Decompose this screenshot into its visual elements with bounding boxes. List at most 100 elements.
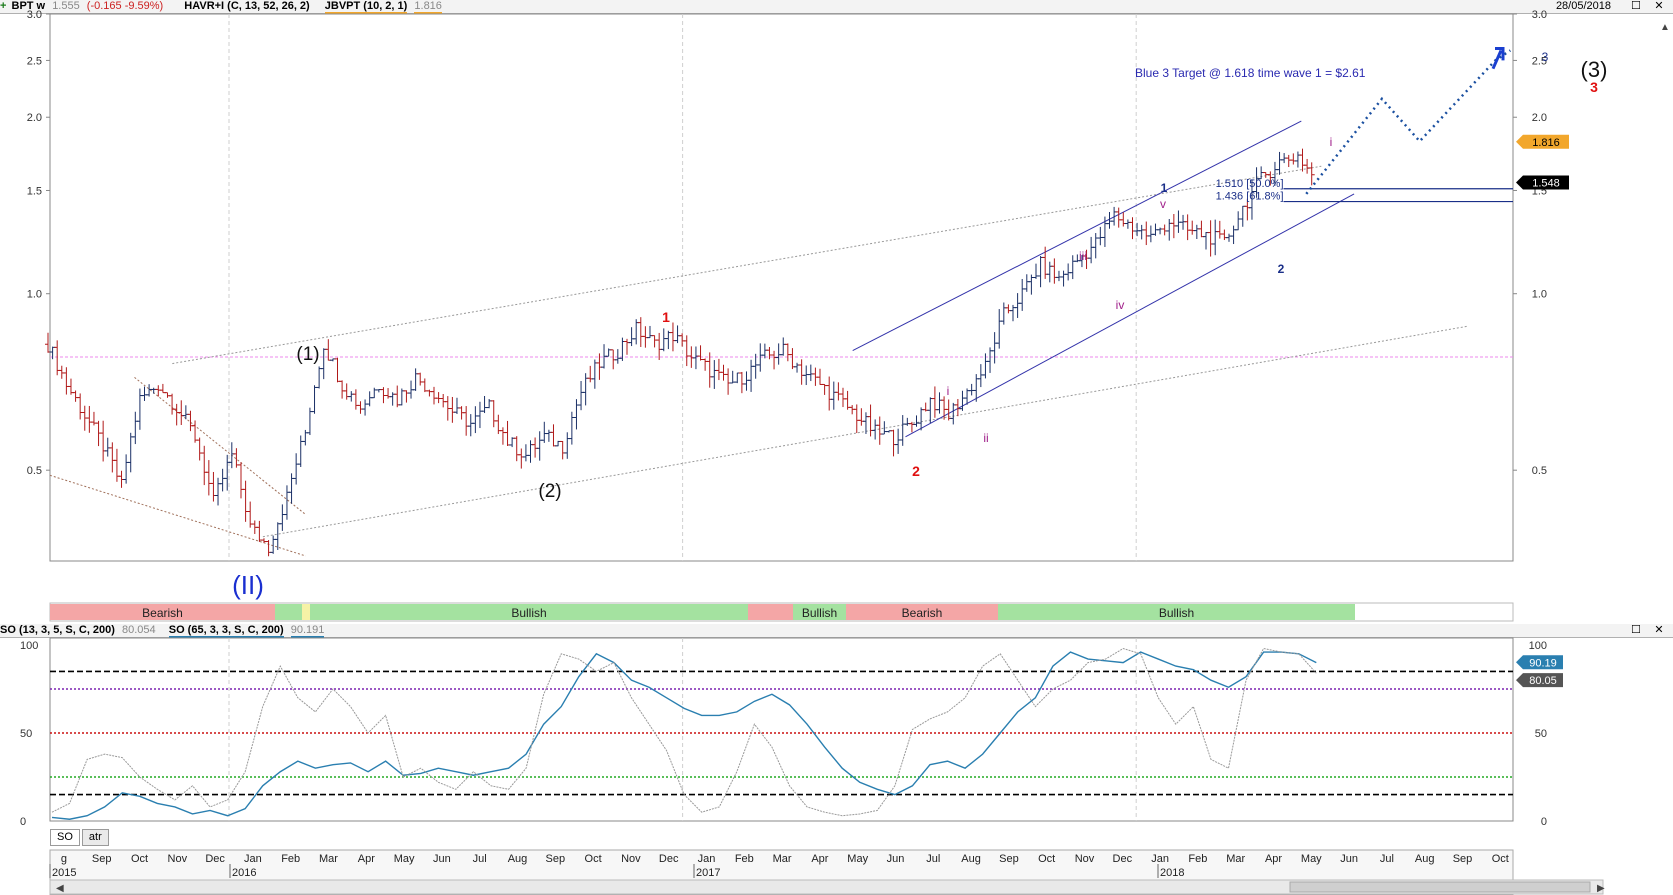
osc-y-tick-label-right: 100 [1529,640,1547,652]
month-tick-label: Jun [433,853,451,865]
target-arrow-head-icon [1495,46,1505,61]
annotation-label: 2 [912,463,920,479]
y-tick-label-left: 1.0 [27,289,42,301]
oscillator-panel: 0 0 50 50 100 100 90.19 80.05 [20,637,1563,828]
month-tick-label: Nov [168,853,188,865]
month-tick-label: Mar [773,853,792,865]
y-tick-label-right: 1.0 [1532,289,1547,301]
month-tick-label: Sep [92,853,112,865]
y-tick-label-right: 2.5 [1532,55,1547,67]
price-badge-shape [1516,175,1569,190]
sentiment-band-label: Bullish [511,606,546,620]
maximize-icon[interactable]: ☐ [1631,624,1641,636]
tab-atr[interactable]: atr [81,829,109,846]
month-tick-label: Aug [1415,853,1435,865]
ohlc-bar [1308,162,1315,186]
annotation-label: 1 [1161,181,1168,195]
sentiment-band-label: Bearish [902,606,943,620]
month-tick-label: Apr [1265,853,1282,865]
so2-value: 90.191 [290,624,325,638]
wedge-line-lower [49,474,306,557]
year-tick-label: 2018 [1160,867,1184,879]
month-tick-label: Feb [281,853,300,865]
sentiment-band-label: Bearish [142,606,183,620]
month-tick-label: Sep [546,853,566,865]
symbol-label[interactable]: BPT w [11,0,46,12]
header-date: 28/05/2018 [1555,0,1611,12]
month-tick-label: Apr [358,853,375,865]
so-line-so_slow [51,651,1317,820]
month-tick-label: Jul [473,853,487,865]
sentiment-band-label: Bullish [802,606,837,620]
annotation-label: iv [1116,298,1125,312]
time-axis: g Sep Oct Nov Dec Jan Feb Mar Apr May Jun Jul Aug Sep… [49,22,1670,895]
fib-level-label: 1.436 [61.8%] [1216,191,1284,203]
annotation-label: ii [983,431,988,445]
year-tick-label: 2017 [696,867,720,879]
annotation-label: i [947,384,950,398]
y-tick-label-right: 3.0 [1532,9,1547,21]
sentiment-band-label: Bullish [1159,606,1194,620]
annotation-label: (1) [296,344,319,365]
osc-value-badge-value: 80.05 [1529,675,1557,687]
scroll-left-icon: ◀ [56,883,64,894]
scroll-up-icon: ▲ [1660,22,1670,33]
annotation-label: iii [1079,249,1087,263]
annotation-label: 2 [1278,262,1285,276]
annotation-label: 3 [1542,50,1549,64]
sentiment-band-bullish [310,604,748,620]
so2-label[interactable]: SO (65, 3, 3, S, C, 200) [168,624,284,638]
sentiment-band-bearish [846,604,998,620]
month-tick-label: Jul [1380,853,1394,865]
indicator-havr[interactable]: HAVR+I (C, 13, 52, 26, 2) [184,0,310,12]
sentiment-band-bullish [275,604,302,620]
annotation-label: v [1160,197,1166,211]
month-tick-label: Jan [1151,853,1169,865]
osc-y-tick-label-right: 50 [1535,728,1547,740]
add-icon[interactable]: + [0,0,7,12]
indicator-jbvpt-value: 1.816 [414,0,442,14]
month-tick-label: Nov [1075,853,1095,865]
annotation-label: Blue 3 Target @ 1.618 time wave 1 = $2.6… [1135,66,1366,80]
price-badge-value: 1.548 [1532,177,1560,189]
indicator-jbvpt[interactable]: JBVPT (10, 2, 1) [324,0,408,14]
maximize-icon[interactable]: ☐ [1631,0,1641,12]
y-tick-label-left: 1.5 [27,185,42,197]
so1-label[interactable]: SO (13, 3, 5, S, C, 200) [0,624,115,636]
price-change: (-0.165 -9.59%) [86,0,164,12]
month-tick-label: May [394,853,415,865]
close-icon[interactable]: ✕ [1654,0,1664,12]
sentiment-band-bearish [748,604,793,620]
month-tick-label: Oct [1038,853,1055,865]
price-badge: 1.548 [1516,175,1569,190]
month-tick-label: Dec [1113,853,1133,865]
month-tick-label: Sep [1453,853,1473,865]
sentiment-bands: Bearish Bullish Bullish Bearish Bullish [49,602,1514,622]
osc-y-tick-label-left: 50 [20,728,32,740]
y-tick-label-left: 0.5 [27,465,42,477]
sentiment-band-bullish [793,604,846,620]
price-plot-frame [49,13,1514,562]
close-icon[interactable]: ✕ [1654,624,1664,636]
oscillator-plot-frame [49,637,1514,822]
y-tick-label-left: 3.0 [27,9,42,21]
wedge-line-upper [134,376,307,515]
month-tick-label: Jul [926,853,940,865]
year-tick-label: 2015 [52,867,76,879]
channel-line-lower [905,193,1355,438]
month-tick-label: Jan [244,853,262,865]
sentiment-band-neutral [302,604,310,620]
annotation-label: 3 [1590,79,1598,95]
osc-y-tick-label-left: 100 [20,640,38,652]
tab-so[interactable]: SO [50,829,80,846]
sentiment-band-bearish [50,604,275,620]
month-tick-label: Jan [698,853,716,865]
channel-line-upper [852,120,1302,351]
month-tick-label: Mar [1226,853,1245,865]
month-tick-label: May [847,853,868,865]
month-tick-label: Dec [659,853,679,865]
month-tick-label: Sep [999,853,1019,865]
osc-y-tick-label-right: 0 [1541,816,1547,828]
month-tick-label: Mar [319,853,338,865]
